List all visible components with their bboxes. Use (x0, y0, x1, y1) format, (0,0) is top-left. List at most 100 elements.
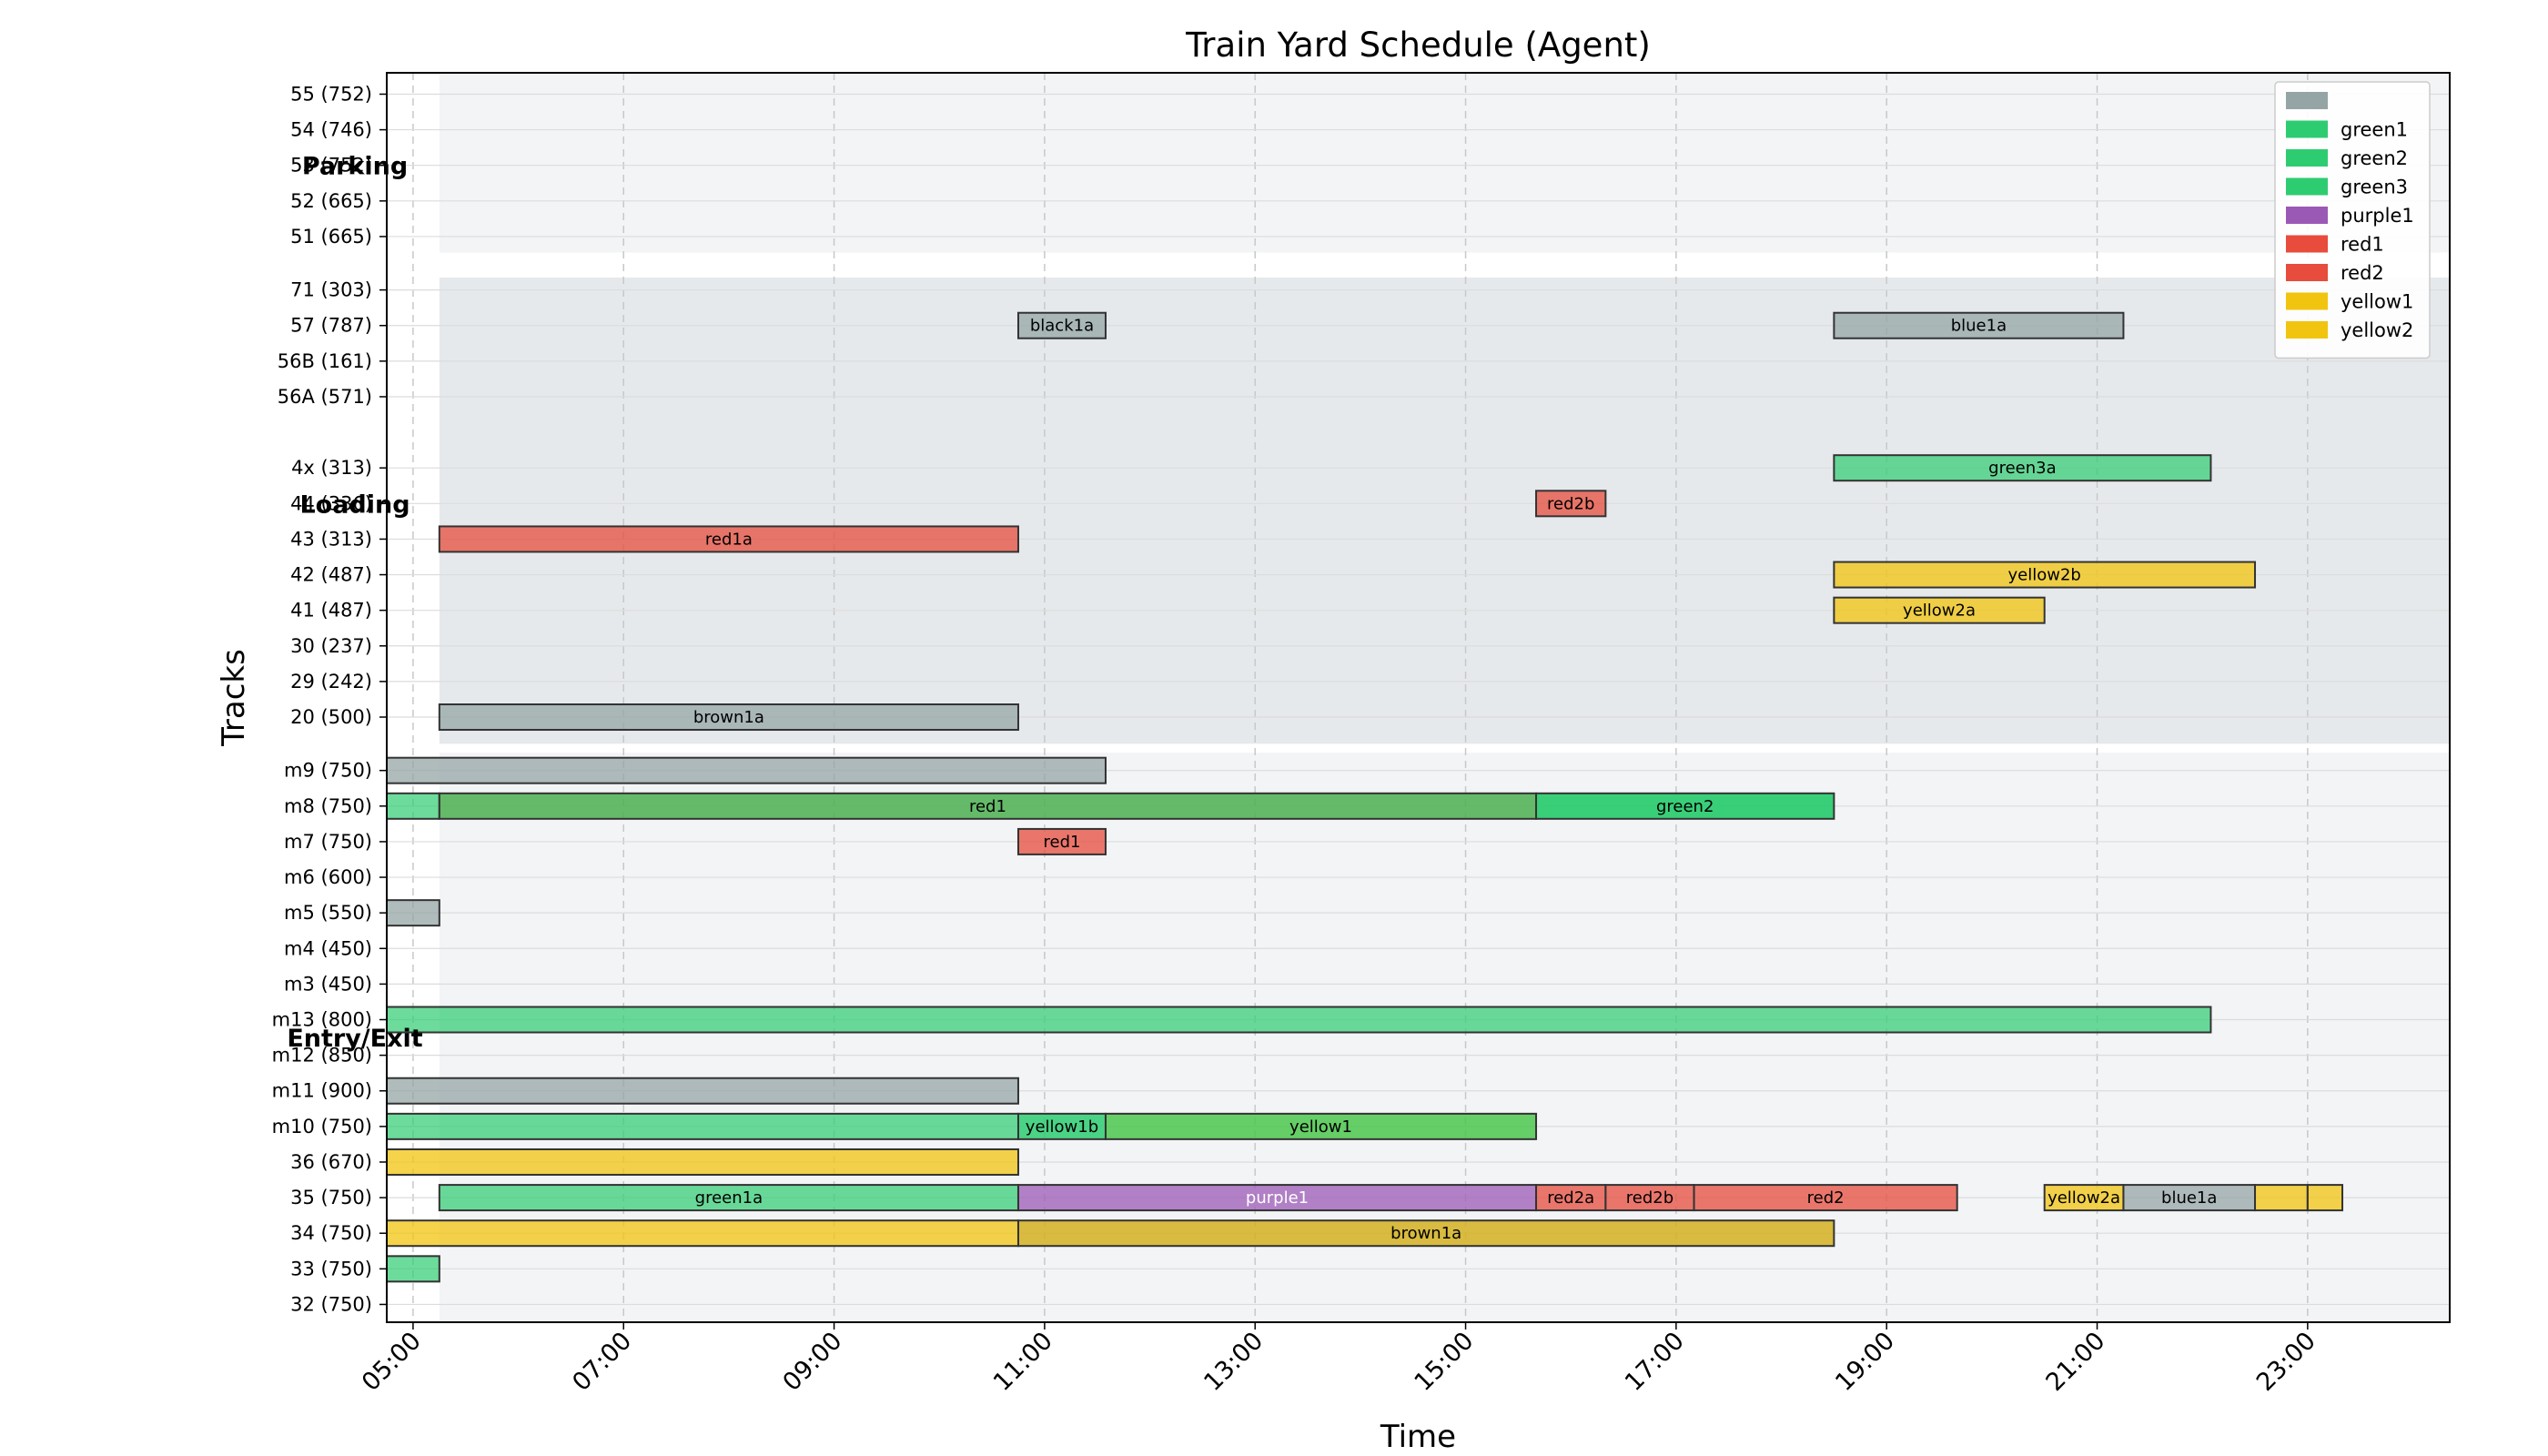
bar-label: red2b (1626, 1188, 1673, 1208)
y-tick-label: 41 (487) (290, 600, 372, 622)
schedule-bar (386, 1112, 1019, 1140)
x-tick-label: 13:00 (1198, 1327, 1269, 1397)
legend-label: red2 (2341, 262, 2384, 284)
schedule-bar (438, 703, 1019, 732)
y-tick-label: m12 (850) (272, 1045, 372, 1067)
legend-swatch (2286, 177, 2328, 196)
bar-label: brown1a (1390, 1224, 1461, 1243)
legend-label: yellow1 (2341, 291, 2413, 313)
bar-label: brown1a (693, 708, 764, 727)
schedule-bar (386, 756, 1107, 784)
schedule-bar (1104, 1112, 1538, 1140)
schedule-bar (1535, 1184, 1607, 1212)
legend-swatch (2286, 207, 2328, 224)
bar-label: red1 (969, 797, 1006, 816)
section-bg-parking (439, 73, 2451, 253)
bar-label: yellow1b (1026, 1117, 1098, 1137)
y-tick-label: 34 (750) (290, 1222, 372, 1244)
legend-label: red1 (2341, 234, 2384, 256)
y-tick-label: 35 (750) (290, 1187, 372, 1208)
schedule-bar (1604, 1184, 1695, 1212)
bar-label: green1a (695, 1188, 763, 1208)
legend-swatch (2286, 120, 2328, 138)
y-tick-label: m7 (750) (284, 831, 372, 853)
schedule-bar (2254, 1184, 2309, 1212)
chart-title: Train Yard Schedule (Agent) (1185, 25, 1651, 65)
schedule-bar (386, 899, 440, 927)
bar-label: red2b (1547, 494, 1594, 513)
schedule-bar (1833, 561, 2257, 589)
bar-label: green2 (1656, 797, 1714, 816)
x-tick-label: 15:00 (1410, 1327, 1480, 1397)
x-tick-label: 19:00 (1830, 1327, 1900, 1397)
schedule-bar (1693, 1184, 1958, 1212)
schedule-bar (438, 525, 1019, 553)
legend-label: green3 (2341, 177, 2408, 198)
y-tick-label: m10 (750) (272, 1116, 372, 1138)
schedule-bar (1833, 596, 2046, 624)
bar-label: yellow1 (1289, 1117, 1352, 1137)
x-tick-label: 07:00 (567, 1327, 637, 1397)
schedule-bar (1833, 454, 2212, 482)
section-backgrounds (439, 73, 2451, 1322)
legend-swatch (2286, 321, 2328, 339)
y-tick-label: m11 (900) (272, 1080, 372, 1102)
y-tick-label: 29 (242) (290, 671, 372, 693)
y-tick-label: m8 (750) (284, 795, 372, 817)
bar-label: yellow2b (2008, 566, 2081, 585)
bar-label: yellow2a (2048, 1188, 2120, 1208)
schedule-bar (1535, 792, 1835, 820)
x-tick-label: 21:00 (2041, 1327, 2111, 1397)
schedule-bar (386, 792, 440, 820)
x-axis-title: Time (1380, 1419, 1456, 1455)
y-tick-label: m6 (600) (284, 866, 372, 888)
y-tick-label: 53 (752) (290, 155, 372, 177)
y-tick-label: 52 (665) (290, 190, 372, 212)
y-tick-label: m5 (550) (284, 902, 372, 924)
legend-swatch (2286, 149, 2328, 167)
grid (387, 73, 2450, 1322)
legend-label: purple1 (2341, 205, 2414, 227)
x-tick-label: 11:00 (988, 1327, 1058, 1397)
y-tick-label: 71 (303) (290, 279, 372, 301)
schedule-bar (1016, 311, 1107, 339)
plot-frame (386, 72, 2451, 1323)
x-tick-label: 23:00 (2251, 1327, 2321, 1397)
legend-swatch (2286, 292, 2328, 310)
bar-label: green3a (1988, 459, 2056, 478)
x-tick-label: 17:00 (1620, 1327, 1690, 1397)
x-tick-label: 05:00 (357, 1327, 427, 1397)
legend-label: green2 (2341, 147, 2408, 169)
schedule-bar (386, 1077, 1019, 1105)
y-tick-label: 4x (313) (291, 457, 372, 479)
y-tick-label: 55 (752) (290, 83, 372, 105)
y-tick-label: 43 (313) (290, 528, 372, 550)
bar-label: blue1a (2161, 1188, 2217, 1208)
y-tick-label: m4 (450) (284, 937, 372, 959)
y-tick-label: 32 (750) (290, 1293, 372, 1315)
y-tick-label: m13 (800) (272, 1009, 372, 1031)
bar-label: red1a (705, 530, 753, 549)
section-label: Loading (299, 490, 410, 519)
schedule-bar (386, 1006, 2212, 1034)
schedule-bar (386, 1255, 440, 1283)
y-tick-label: 42 (487) (290, 564, 372, 586)
schedule-bar (386, 1148, 1019, 1176)
legend-label: yellow2 (2341, 319, 2413, 341)
schedule-bar (1016, 1184, 1538, 1212)
y-tick-label: m3 (450) (284, 973, 372, 995)
legend-swatch (2286, 92, 2328, 109)
y-axis-title: Tracks (216, 649, 252, 747)
legend-swatch (2286, 235, 2328, 253)
bar-label: yellow2a (1903, 602, 1976, 621)
y-tick-label: m9 (750) (284, 760, 372, 782)
section-labels: Parking Loading Entry/Exit (287, 153, 422, 1053)
schedule-bar (1016, 1219, 1835, 1248)
bar-label: red2 (1807, 1188, 1845, 1208)
schedule-bar (2122, 1184, 2257, 1212)
legend-label: green1 (2341, 119, 2408, 141)
y-tick-label: 54 (746) (290, 119, 372, 141)
y-tick-label: 56A (571) (278, 386, 372, 408)
bar-label: red1 (1043, 833, 1080, 852)
